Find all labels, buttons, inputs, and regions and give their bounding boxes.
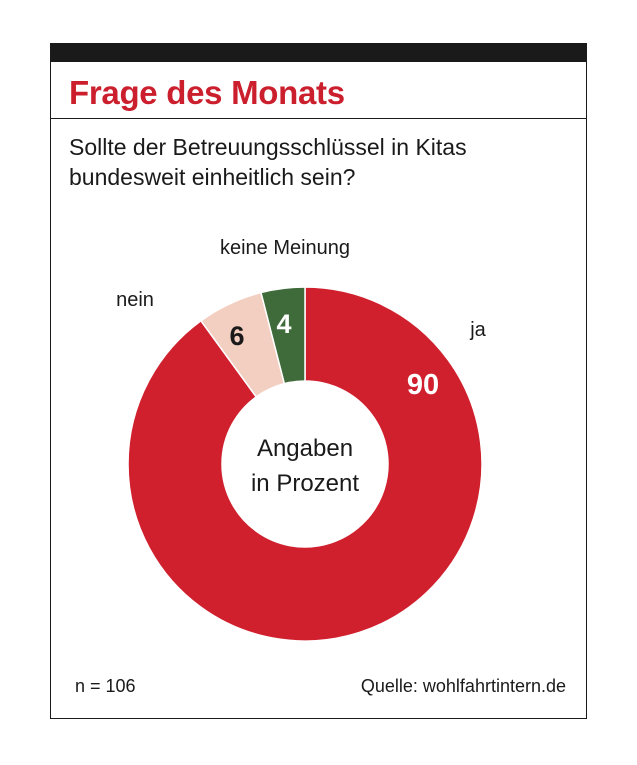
slice-ja: [127, 286, 483, 642]
sample-size: n = 106: [75, 676, 136, 696]
title-divider: [51, 118, 586, 119]
source-note: Quelle: wohlfahrtintern.de: [360, 676, 566, 696]
slice-keine-meinung: [260, 286, 306, 385]
value-label-keine-meinung: 4: [276, 309, 291, 339]
category-label-ja: ja: [469, 319, 486, 341]
category-label-nein: nein: [116, 289, 154, 311]
survey-question: Sollte der Betreuungsschlüssel in Kitas …: [69, 134, 467, 190]
donut-chart: 90 ja 6 nein 4 keine Meinung Angaben in Prozent: [116, 237, 487, 642]
value-label-ja: 90: [407, 369, 439, 401]
infographic-card: Frage des Monats Sollte der Betreuungssc…: [50, 43, 587, 719]
center-label-line-1: Angaben: [257, 435, 353, 462]
top-bar: [51, 44, 586, 62]
center-label-line-2: in Prozent: [251, 470, 359, 497]
category-label-keine-meinung: keine Meinung: [220, 237, 350, 259]
value-label-nein: 6: [229, 321, 244, 351]
infographic-title: Frage des Monats: [69, 74, 345, 111]
